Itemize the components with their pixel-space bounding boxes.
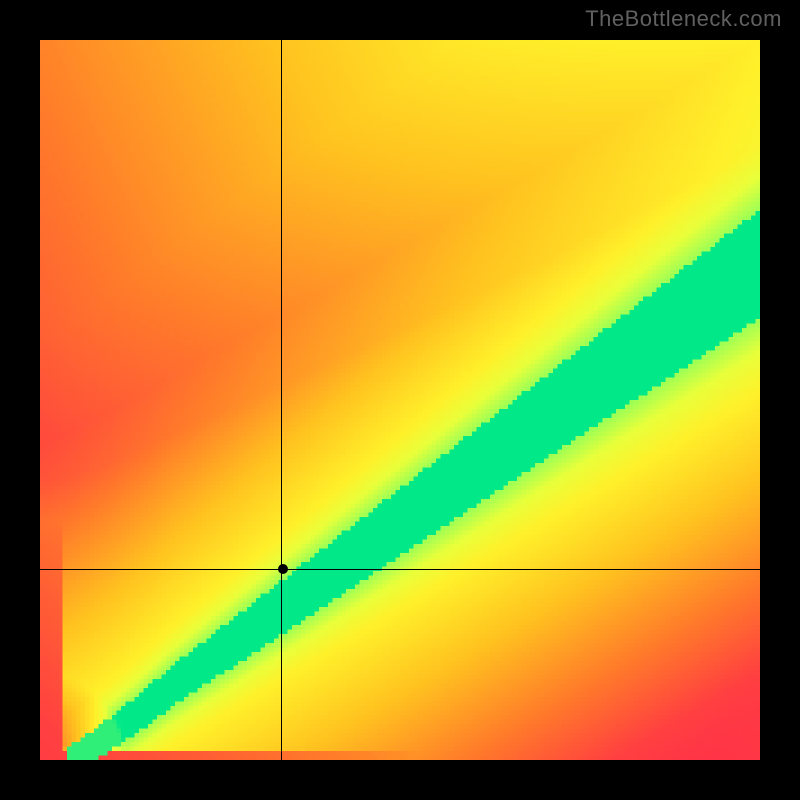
crosshair-vertical [281, 40, 282, 760]
heatmap-canvas [40, 40, 760, 760]
plot-area [40, 40, 760, 760]
data-point-marker [278, 564, 288, 574]
watermark-text: TheBottleneck.com [585, 6, 782, 32]
crosshair-horizontal [40, 569, 760, 570]
chart-container: TheBottleneck.com [0, 0, 800, 800]
